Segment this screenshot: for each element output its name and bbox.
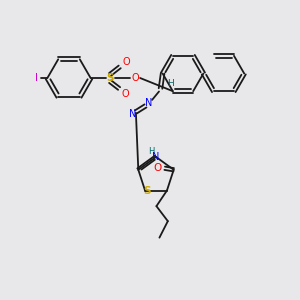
- Text: S: S: [143, 185, 150, 196]
- Text: N: N: [145, 98, 152, 108]
- Text: S: S: [106, 73, 114, 83]
- Text: H: H: [167, 80, 174, 88]
- Text: O: O: [131, 73, 139, 83]
- Text: H: H: [148, 147, 155, 156]
- Text: O: O: [154, 163, 162, 173]
- Text: I: I: [35, 73, 38, 83]
- Text: O: O: [122, 57, 130, 68]
- Text: N: N: [129, 109, 137, 119]
- Text: O: O: [121, 89, 129, 100]
- Text: N: N: [152, 152, 159, 162]
